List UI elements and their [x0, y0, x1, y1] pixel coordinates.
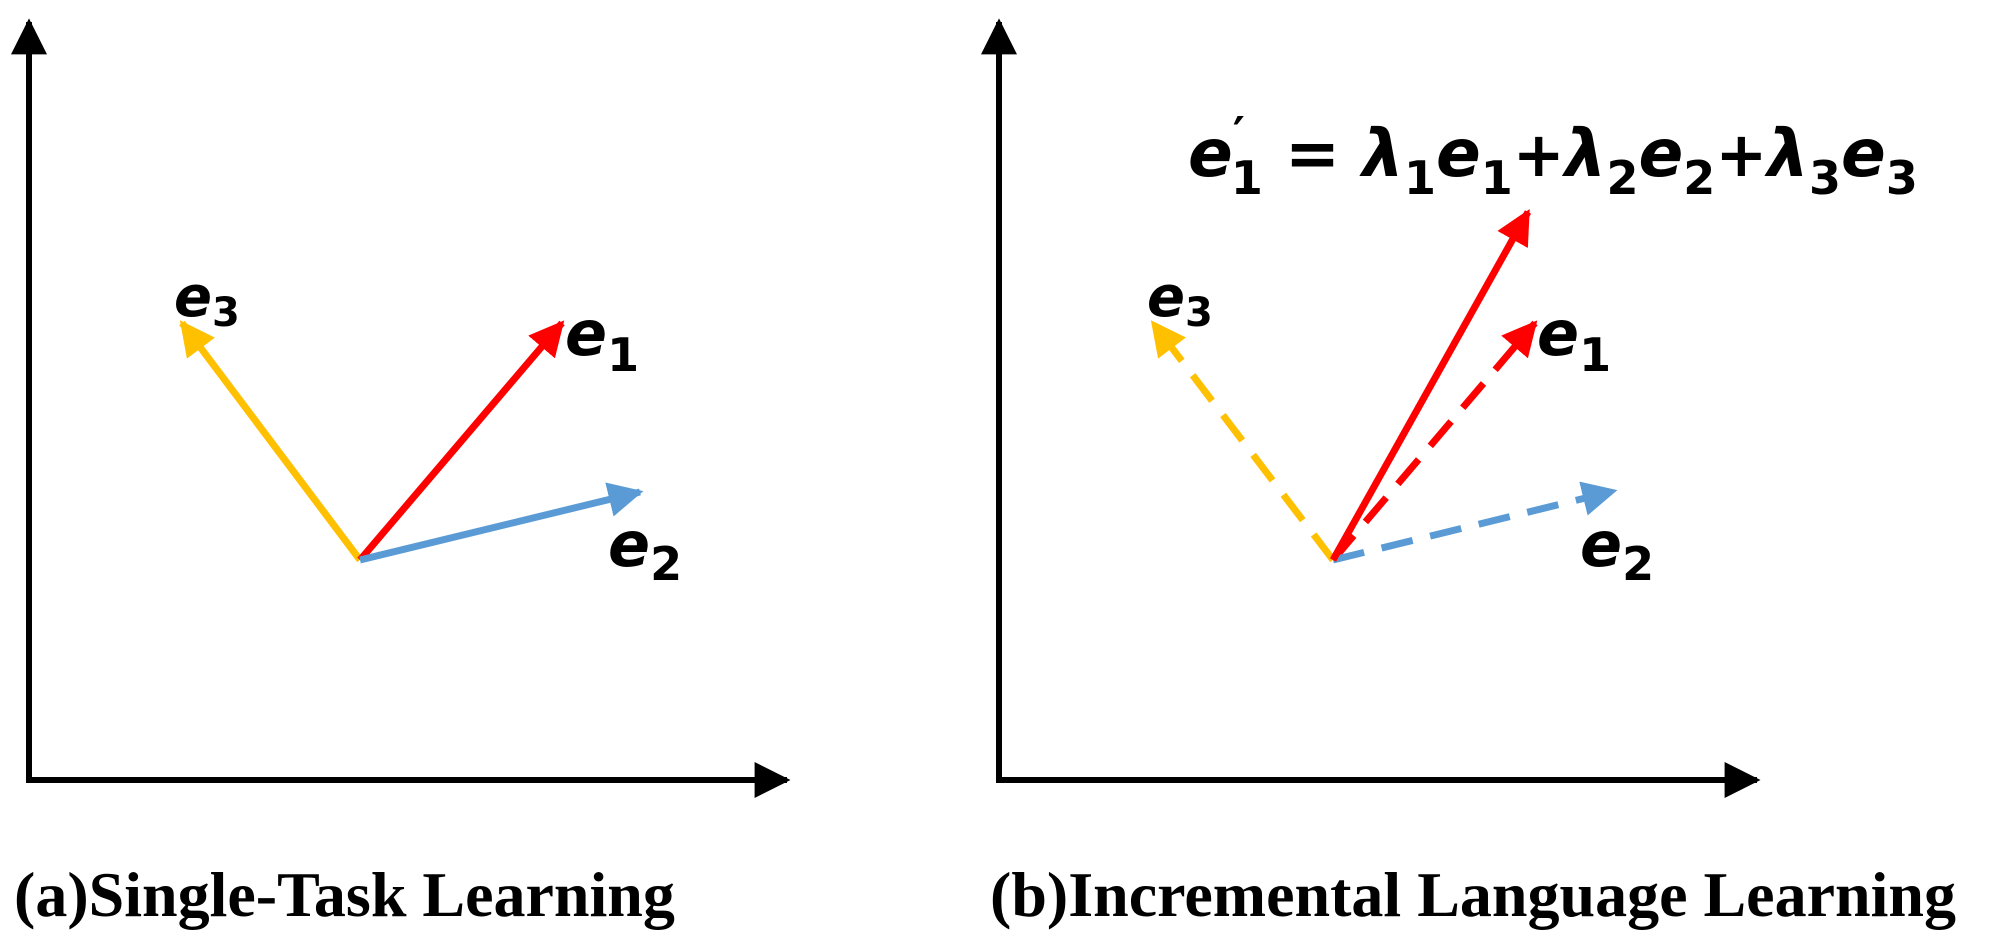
eq-t3-var: e: [1841, 115, 1886, 192]
eq-plus-2: +: [1715, 118, 1767, 191]
panel-a-label-e3: e3: [174, 265, 240, 336]
eq-t3-coef-sub: 3: [1809, 151, 1841, 205]
eq-t2-var: e: [1639, 115, 1684, 192]
panel-b-axes: [981, 18, 1761, 798]
panel-b-vector-e1-prime: [1329, 208, 1532, 562]
eq-t1-var: e: [1436, 115, 1481, 192]
eq-t2-var-sub: 2: [1683, 151, 1715, 205]
panel-b-label-e2: e2: [1580, 508, 1654, 591]
eq-lhs-sub: 1: [1231, 151, 1263, 205]
eq-t3-var-sub: 3: [1886, 151, 1918, 205]
panel-a-vectors: [179, 320, 644, 564]
panel-b-vector-e1-dashed: [1330, 320, 1538, 563]
panel-a-label-e1: e1: [565, 297, 639, 382]
panel-a-axes: [10, 18, 791, 798]
panel-b-vector-e2-dashed: [1332, 481, 1618, 564]
label-e2-sub: 2: [1622, 537, 1654, 591]
panel-b-vector-e3-dashed: [1150, 320, 1336, 563]
panel-b-label-e3: e3: [1147, 265, 1213, 336]
eq-t1-coef: λ: [1359, 115, 1404, 192]
panel-a-label-e2: e2: [608, 508, 682, 591]
panel-b-equation: e′ 1 = λ1e1+λ2e2+λ3e3: [1188, 107, 1918, 205]
panel-b-caption: (b)Incremental Language Learning: [990, 859, 1956, 930]
eq-plus-1: +: [1513, 118, 1565, 191]
label-e2-letter: e: [1580, 508, 1622, 581]
panel-a-vector-e3: [179, 320, 363, 563]
eq-t3-coef: λ: [1764, 115, 1809, 192]
label-e1-letter: e: [1537, 297, 1579, 370]
label-e1-sub: 1: [1579, 328, 1611, 382]
panel-a-caption: (a)Single-Task Learning: [14, 859, 675, 930]
label-e1-sub: 1: [607, 328, 639, 382]
panel-a-vector-e2: [359, 482, 644, 564]
eq-t2-coef-sub: 2: [1607, 151, 1639, 205]
eq-lhs-prime: ′: [1233, 107, 1245, 161]
eq-t2-coef: λ: [1562, 115, 1607, 192]
eq-lhs: e: [1188, 115, 1233, 192]
eq-equals: =: [1285, 115, 1340, 192]
label-e2-letter: e: [608, 508, 650, 581]
panel-a-vector-e1: [357, 320, 565, 563]
eq-t1-coef-sub: 1: [1404, 151, 1436, 205]
label-e3-sub: 3: [212, 290, 240, 336]
eq-t1-var-sub: 1: [1481, 151, 1513, 205]
panel-b-vectors: [1150, 208, 1618, 564]
panel-b-label-e1: e1: [1537, 297, 1611, 382]
label-e3-letter: e: [174, 265, 212, 330]
label-e3-letter: e: [1147, 265, 1185, 330]
label-e2-sub: 2: [650, 537, 682, 591]
label-e1-letter: e: [565, 297, 607, 370]
label-e3-sub: 3: [1185, 290, 1213, 336]
